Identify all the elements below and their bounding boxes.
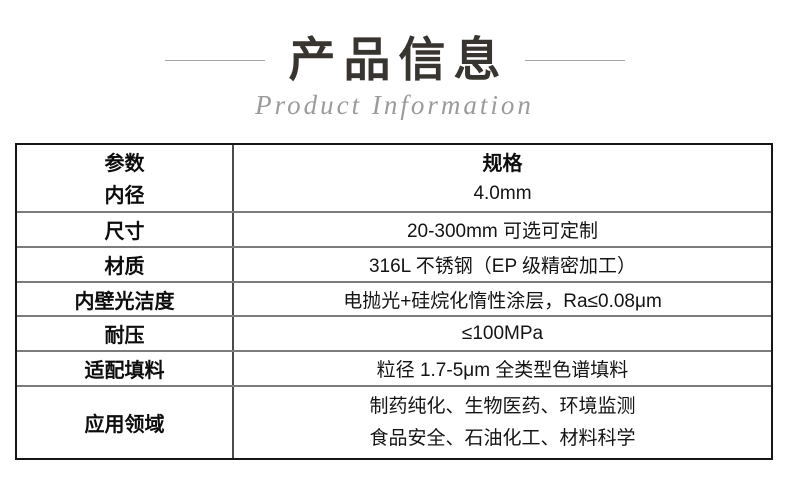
spec-line-2: 食品安全、石油化工、材料科学 (369, 427, 636, 449)
param-cell: 应用领域 (17, 386, 234, 458)
table-header-row: 参数 规格 (17, 145, 771, 177)
table-row-pressure: 耐压 ≤100MPa (17, 316, 771, 353)
table-row-applications: 应用领域 制药纯化、生物医药、环境监测 食品安全、石油化工、材料科学 (17, 386, 771, 458)
table-row-surface-finish: 内壁光洁度 电抛光+硅烷化惰性涂层，Ra≤0.08μm (17, 281, 771, 318)
param-cell: 材质 (17, 246, 234, 283)
spec-cell: 4.0mm (233, 177, 771, 213)
column-header-param: 参数 (17, 145, 234, 177)
spec-cell: 电抛光+硅烷化惰性涂层，Ra≤0.08μm (233, 281, 771, 318)
spec-cell: 粒径 1.7-5μm 全类型色谱填料 (233, 351, 771, 388)
page-subtitle: Product Information (255, 90, 534, 120)
column-header-spec: 规格 (482, 152, 523, 175)
param-cell: 内径 (17, 177, 234, 213)
spec-cell: 制药纯化、生物医药、环境监测 食品安全、石油化工、材料科学 (233, 386, 771, 458)
spec-line-1: 制药纯化、生物医药、环境监测 (369, 395, 636, 417)
spec-table: 参数 规格 内径 4.0mm 尺寸 20-300mm 可选可定制 材质 316L… (17, 145, 771, 458)
title-row: 产品信息 (0, 30, 789, 90)
table-row-material: 材质 316L 不锈钢（EP 级精密加工） (17, 246, 771, 283)
left-deco-line (164, 59, 265, 61)
table-row-size: 尺寸 20-300mm 可选可定制 (17, 211, 771, 248)
param-cell: 尺寸 (17, 211, 234, 248)
spec-cell: 20-300mm 可选可定制 (233, 211, 771, 248)
param-cell: 适配填料 (17, 351, 234, 388)
param-cell: 耐压 (17, 316, 234, 353)
spec-table-container: 参数 规格 内径 4.0mm 尺寸 20-300mm 可选可定制 材质 316L… (15, 143, 773, 460)
param-cell: 内壁光洁度 (17, 281, 234, 318)
spec-cell: 316L 不锈钢（EP 级精密加工） (233, 246, 771, 283)
right-deco-line (524, 59, 625, 61)
page-header: 产品信息 Product Information (0, 30, 789, 122)
spec-cell: ≤100MPa (233, 316, 771, 353)
page-title: 产品信息 (288, 33, 509, 86)
table-row-inner-diameter: 内径 4.0mm (17, 177, 771, 213)
table-row-packing: 适配填料 粒径 1.7-5μm 全类型色谱填料 (17, 351, 771, 388)
